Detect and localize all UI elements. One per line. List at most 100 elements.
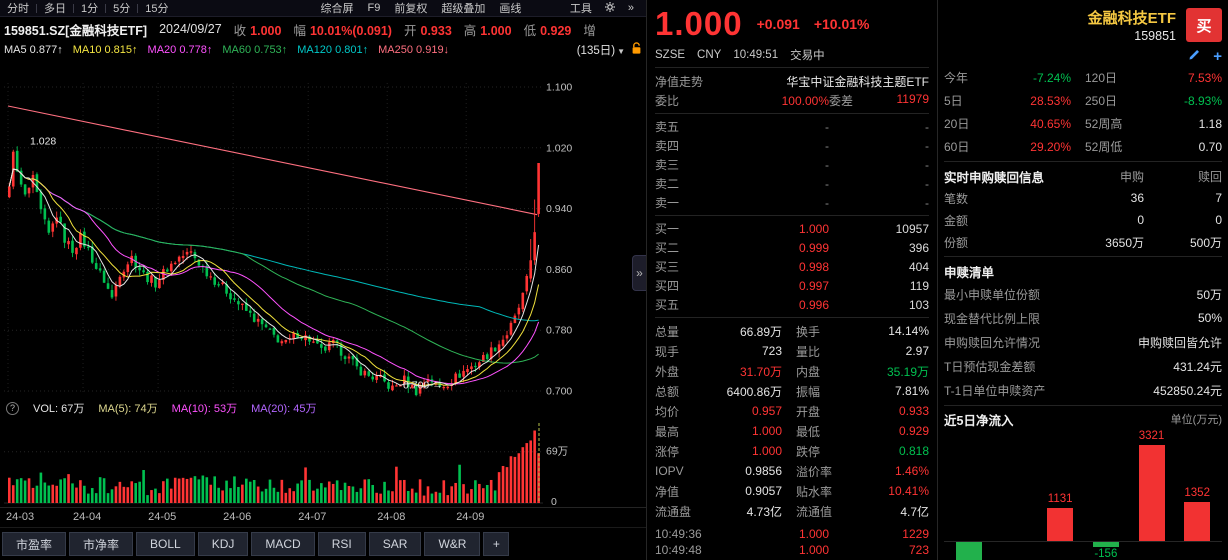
bid-row[interactable]: 买三 0.998 404: [655, 257, 929, 276]
rt-subscribe-value: 0: [1137, 213, 1144, 227]
tab-MACD[interactable]: MACD: [251, 532, 315, 556]
time-and-sales[interactable]: 10:49:36 1.000 1229 10:49:48 1.000 723: [655, 526, 929, 560]
edit-icon[interactable]: [1188, 48, 1201, 64]
tab-市净率[interactable]: 市净率: [69, 532, 134, 556]
level-volume: -: [925, 138, 929, 153]
add-icon[interactable]: +: [1213, 47, 1222, 65]
realtime-subscription-header: 实时申购赎回信息 申购 赎回: [944, 165, 1222, 187]
divider: [655, 215, 929, 216]
toolbar-item-综合屏[interactable]: 综合屏: [320, 3, 354, 15]
x-axis: 24-03 24-04 24-05 24-06 24-07 24-08 24-09: [0, 507, 646, 527]
divider: [944, 405, 1222, 406]
stat-value: 1.000: [751, 444, 782, 458]
flow-bar-slot: [946, 429, 992, 560]
toolbar-item-分时[interactable]: 分时: [7, 3, 29, 15]
ma-value: MA250 0.919↓: [378, 44, 450, 56]
period-selector[interactable]: (135日) ▼: [576, 45, 625, 57]
realtime-subscription-rows: 笔数 36 7 金额 0 0 份额 3650万 500万: [944, 187, 1222, 253]
date-label: 2024/09/27: [159, 22, 222, 36]
tab-KDJ[interactable]: KDJ: [197, 532, 249, 556]
stat-label: 净值: [655, 484, 680, 499]
ask-row[interactable]: 卖三 - -: [655, 155, 929, 174]
toolbar-more-button[interactable]: »: [627, 2, 634, 14]
ask-row[interactable]: 卖一 - -: [655, 193, 929, 212]
flow-bar-slot: [992, 429, 1038, 560]
toolbar-item-1分[interactable]: 1分: [81, 3, 99, 15]
ask-row[interactable]: 卖四 - -: [655, 136, 929, 155]
chevron-down-icon: ▼: [617, 47, 625, 56]
x-axis-label: 24-05: [148, 511, 177, 523]
stats-row: 净值 0.9057 贴水率 10.41%: [655, 481, 929, 501]
net-inflow-header: 近5日净流入 单位(万元): [944, 409, 1222, 429]
lock-icon[interactable]: [631, 42, 642, 58]
perf-label: 120日: [1085, 71, 1118, 85]
y-axis-label: 0.780: [546, 325, 572, 337]
tools-button[interactable]: 工具: [569, 3, 592, 15]
toolbar-item-多日[interactable]: 多日: [44, 3, 66, 15]
weicha-value: 11979: [896, 92, 929, 106]
field-value: 1.000: [250, 23, 282, 38]
tick-time: 10:49:48: [655, 543, 702, 557]
price-change-pct: +10.01%: [813, 16, 870, 32]
quote-field: 高 1.000: [464, 20, 512, 39]
trading-status: 交易中: [790, 50, 825, 62]
help-icon[interactable]: ?: [6, 401, 19, 415]
gear-icon[interactable]: [604, 1, 616, 16]
candlestick-chart[interactable]: 1.100 1.020 0.940 0.860 0.780 0.700 1.028 0.700…: [0, 59, 646, 398]
stat-value: 0.9057: [745, 484, 782, 498]
list-label: T-1日单位申赎资产: [944, 383, 1046, 398]
list-row: 最小申赎单位份额 50万: [944, 282, 1222, 306]
stat-label: 最低: [796, 424, 821, 439]
level-label: 买四: [655, 279, 680, 293]
bid-row[interactable]: 买二 0.999 396: [655, 238, 929, 257]
rt-redeem-value: 7: [1215, 191, 1222, 205]
x-axis-label: 24-06: [223, 511, 252, 523]
toolbar-item-前复权[interactable]: 前复权: [394, 3, 428, 15]
toolbar-separator: [73, 3, 74, 13]
list-value: 452850.24元: [1153, 383, 1222, 398]
tab-SAR[interactable]: SAR: [368, 532, 422, 556]
indicator-tabs: 市盈率 市净率 BOLL KDJ MACD RSI SAR W&R +: [0, 527, 646, 560]
add-indicator-button[interactable]: +: [483, 532, 510, 556]
nav-trend-link[interactable]: 净值走势: [655, 74, 704, 89]
toolbar-item-超级叠加[interactable]: 超级叠加: [441, 3, 486, 15]
tab-BOLL[interactable]: BOLL: [136, 532, 195, 556]
divider: [944, 161, 1222, 162]
flow-bar-label: 3321: [1138, 430, 1165, 442]
toolbar-item-5分[interactable]: 5分: [113, 3, 131, 15]
stat-label: 均价: [655, 404, 680, 419]
toolbar-item-画线[interactable]: 画线: [499, 3, 522, 15]
stat-value: 35.19万: [886, 364, 929, 379]
buy-button[interactable]: 买: [1186, 8, 1222, 42]
stat-value: 10.41%: [888, 484, 929, 498]
bid-row[interactable]: 买四 0.997 119: [655, 276, 929, 295]
tick-price: 1.000: [798, 527, 829, 541]
flow-bar: [955, 542, 982, 560]
stat-label: 总量: [655, 324, 680, 339]
performance-grid: 今年 -7.24% 120日 7.53% 5日 28.53% 250日 -8.93% 20日 40…: [944, 66, 1222, 158]
weicha-label: 委差: [829, 94, 854, 108]
panel-actions: +: [944, 46, 1222, 66]
chart-pane: 分时 多日 1分 5分 15分 综合屏 F9 前复权 超级叠加 画线 工具 » 159851.S…: [0, 0, 647, 560]
stat-value: 0.933: [898, 404, 929, 418]
bid-row[interactable]: 买五 0.996 103: [655, 295, 929, 314]
ask-row[interactable]: 卖二 - -: [655, 174, 929, 193]
tab-市盈率[interactable]: 市盈率: [2, 532, 67, 556]
tab-RSI[interactable]: RSI: [317, 532, 366, 556]
rt-label: 份额: [944, 235, 969, 250]
toolbar-item-15分[interactable]: 15分: [145, 3, 169, 15]
stat-value: 0.957: [751, 404, 782, 418]
main-chart-area[interactable]: 1.100 1.020 0.940 0.860 0.780 0.700 1.028 0.700…: [0, 59, 646, 398]
perf-label: 今年: [944, 71, 969, 85]
collapse-panel-handle[interactable]: »: [632, 255, 646, 291]
field-value: 1.000: [480, 23, 512, 38]
tab-W&R[interactable]: W&R: [424, 532, 481, 556]
bid-row[interactable]: 买一 1.000 10957: [655, 219, 929, 238]
volume-chart[interactable]: 69万 0: [0, 419, 646, 507]
ask-row[interactable]: 卖五 - -: [655, 117, 929, 136]
etf-info-panel: 金融科技ETF 159851 买 + 今年 -7.24% 120日 7.53% 5日 28…: [938, 0, 1228, 560]
toolbar-item-F9[interactable]: F9: [367, 2, 381, 14]
level-label: 买二: [655, 241, 680, 255]
toolbar-function-group: 综合屏 F9 前复权 超级叠加 画线: [314, 0, 529, 16]
quote-field: 增: [583, 20, 600, 39]
